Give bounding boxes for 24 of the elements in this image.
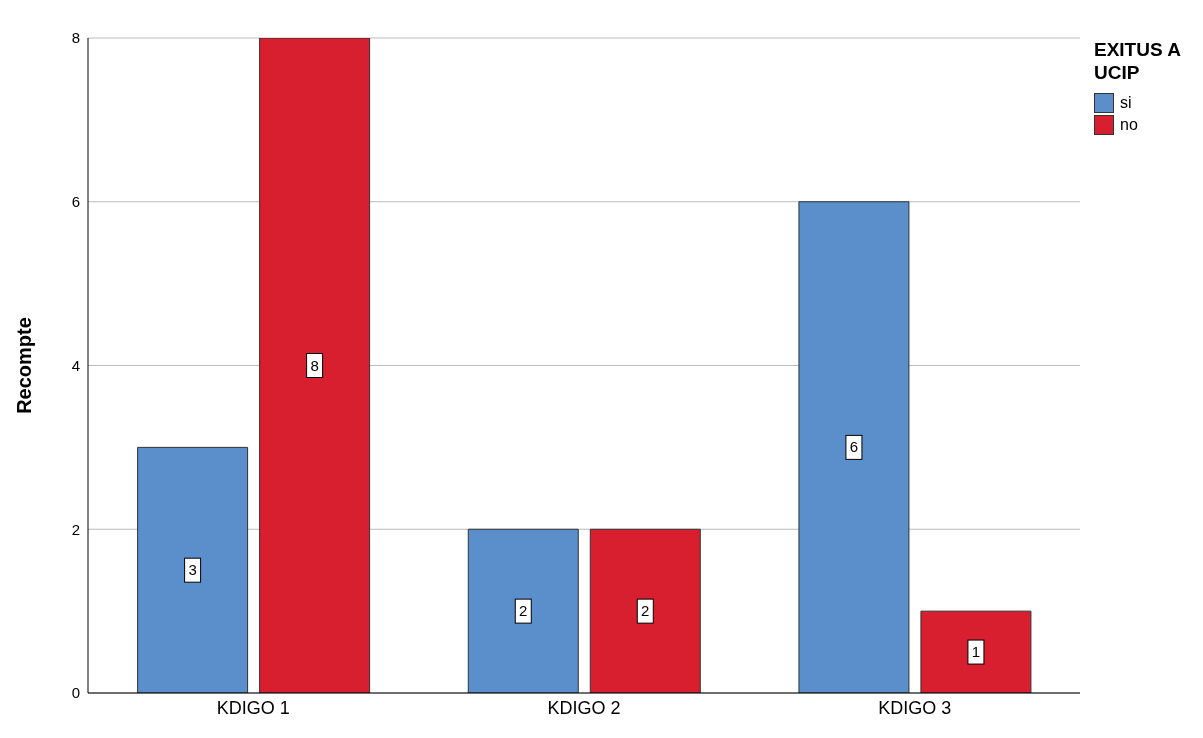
data-label: 2 (641, 602, 650, 620)
y-tick-label: 2 (71, 520, 80, 538)
data-label: 3 (188, 561, 197, 579)
y-tick-label: 0 (71, 684, 80, 702)
bar (589, 528, 701, 693)
legend-label: si (1119, 93, 1133, 113)
bar (920, 610, 1032, 693)
legend-title: EXITUS A UCIP (1094, 38, 1182, 84)
y-axis-title: Recompte (13, 317, 36, 414)
y-tick-label: 4 (71, 356, 80, 374)
y-tick-label: 6 (71, 193, 80, 211)
data-label: 1 (971, 643, 981, 661)
x-tick-label: KDIGO 2 (547, 697, 621, 718)
legend-label: no (1119, 115, 1139, 135)
bar (259, 38, 371, 693)
x-tick-label: KDIGO 1 (216, 697, 290, 718)
bar (798, 201, 910, 693)
data-label: 6 (849, 438, 859, 456)
bar (137, 446, 249, 693)
y-tick-label: 8 (71, 29, 80, 47)
bar (467, 528, 579, 693)
data-label: 2 (519, 602, 528, 620)
x-tick-label: KDIGO 3 (878, 697, 952, 718)
data-label: 8 (310, 356, 319, 374)
